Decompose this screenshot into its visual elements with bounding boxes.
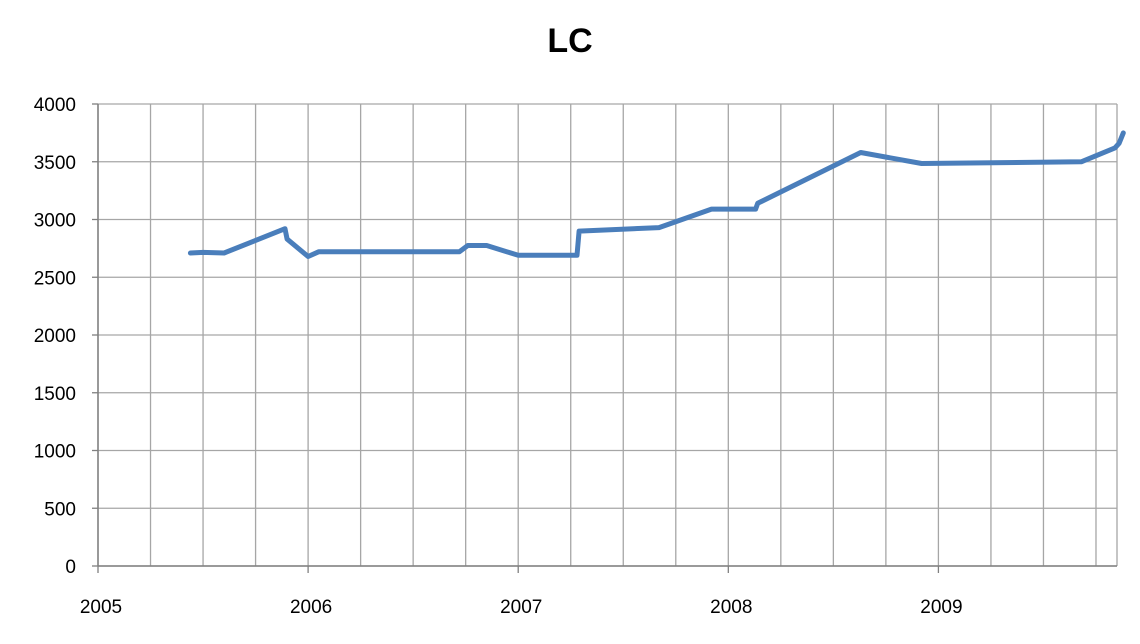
y-tick-label: 1000: [34, 442, 76, 463]
y-tick-label: 2500: [34, 268, 76, 289]
y-tick-label: 0: [65, 557, 76, 578]
x-tick-label: 2008: [710, 597, 752, 618]
y-tick-label: 3000: [34, 211, 76, 232]
x-tick-label: 2007: [500, 597, 542, 618]
y-tick-label: 4000: [34, 95, 76, 116]
x-tick-label: 2005: [80, 597, 122, 618]
y-tick-label: 3500: [34, 153, 76, 174]
x-tick-label: 2006: [290, 597, 332, 618]
x-tick-label: 2009: [920, 597, 962, 618]
y-tick-label: 2000: [34, 326, 76, 347]
y-tick-label: 500: [44, 499, 76, 520]
y-tick-label: 1500: [34, 384, 76, 405]
chart-title: LC: [547, 22, 593, 60]
series-line: [187, 130, 1126, 259]
